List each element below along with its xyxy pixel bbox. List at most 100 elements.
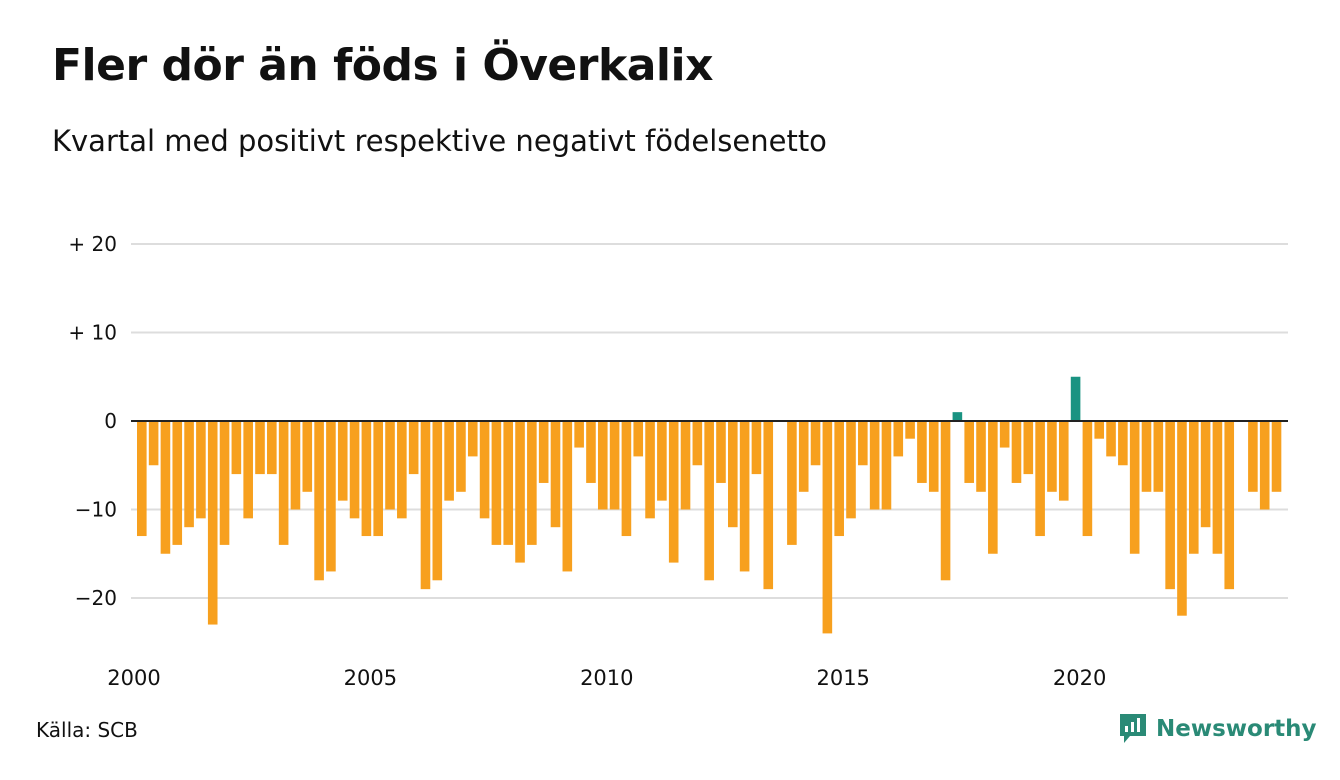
bar-negative bbox=[893, 421, 904, 457]
bar-negative bbox=[1165, 421, 1175, 590]
bar-negative bbox=[869, 421, 880, 510]
bar-negative bbox=[574, 421, 584, 448]
bar-negative bbox=[1188, 421, 1199, 554]
bar-negative bbox=[1023, 421, 1034, 475]
y-tick-label: 0 bbox=[104, 409, 117, 433]
bar-negative bbox=[846, 421, 856, 519]
bar-positive bbox=[952, 412, 963, 421]
bar-negative bbox=[716, 421, 726, 483]
bar-negative bbox=[550, 421, 561, 528]
bar-negative bbox=[1224, 421, 1235, 590]
bar-negative bbox=[1011, 421, 1022, 483]
bar-negative bbox=[964, 421, 974, 483]
bar-negative bbox=[657, 421, 667, 501]
bar-negative bbox=[858, 421, 868, 466]
bar-negative bbox=[231, 421, 242, 475]
bar-negative bbox=[1248, 421, 1258, 492]
bar-negative bbox=[491, 421, 502, 545]
bar-negative bbox=[751, 421, 762, 475]
bar-negative bbox=[834, 421, 844, 537]
bar-negative bbox=[1035, 421, 1045, 537]
bar-negative bbox=[704, 421, 714, 581]
bar-negative bbox=[562, 421, 573, 572]
bar-negative bbox=[243, 421, 253, 519]
x-tick-label: 2020 bbox=[1053, 666, 1106, 690]
chart-title: Fler dör än föds i Överkalix bbox=[52, 40, 713, 91]
bar-negative bbox=[597, 421, 608, 510]
bar-negative bbox=[645, 421, 655, 519]
newsworthy-logo: Newsworthy bbox=[1118, 712, 1317, 746]
x-tick-label: 2005 bbox=[344, 666, 397, 690]
bar-negative bbox=[467, 421, 478, 457]
bar-negative bbox=[503, 421, 514, 545]
bar-negative bbox=[361, 421, 372, 537]
bar-negative bbox=[373, 421, 383, 537]
bar-negative bbox=[999, 421, 1010, 448]
bar-negative bbox=[1153, 421, 1164, 492]
bar-negative bbox=[739, 421, 750, 572]
bar-negative bbox=[349, 421, 360, 519]
bar-negative bbox=[798, 421, 809, 492]
bar-negative bbox=[881, 421, 892, 510]
bar-negative bbox=[621, 421, 632, 537]
bar-negative bbox=[267, 421, 277, 475]
bar-negative bbox=[538, 421, 549, 483]
bar-negative bbox=[1118, 421, 1128, 466]
bar-negative bbox=[207, 421, 218, 625]
bar-negative bbox=[408, 421, 419, 475]
bar-negative bbox=[196, 421, 206, 519]
bar-negative bbox=[290, 421, 301, 510]
bar-negative bbox=[633, 421, 644, 457]
bar-negative bbox=[1106, 421, 1116, 457]
bar-negative bbox=[905, 421, 915, 439]
bar-negative bbox=[1047, 421, 1057, 492]
bar-negative bbox=[728, 421, 738, 528]
bar-negative bbox=[928, 421, 939, 492]
bar-negative bbox=[137, 421, 147, 537]
bar-negative bbox=[326, 421, 336, 572]
bar-negative bbox=[1082, 421, 1093, 537]
x-tick-label: 2010 bbox=[580, 666, 633, 690]
bar-negative bbox=[763, 421, 774, 590]
bar-negative bbox=[420, 421, 431, 590]
bar-negative bbox=[385, 421, 395, 510]
bar-negative bbox=[255, 421, 265, 475]
bar-negative bbox=[444, 421, 454, 501]
bar-negative bbox=[976, 421, 986, 492]
bar-negative bbox=[1058, 421, 1069, 501]
bar-negative bbox=[337, 421, 348, 501]
bar-negative bbox=[515, 421, 525, 563]
bar-negative bbox=[1259, 421, 1270, 510]
bar-negative bbox=[668, 421, 679, 563]
bar-negative bbox=[822, 421, 833, 634]
bar-negative bbox=[479, 421, 490, 519]
newsworthy-logo-icon bbox=[1120, 714, 1146, 743]
x-tick-label: 2015 bbox=[816, 666, 869, 690]
bar-negative bbox=[184, 421, 194, 528]
bar-negative bbox=[680, 421, 691, 510]
bar-negative bbox=[160, 421, 171, 554]
bar-negative bbox=[609, 421, 620, 510]
source-label: Källa: SCB bbox=[36, 718, 138, 742]
bar-negative bbox=[397, 421, 407, 519]
bar-negative bbox=[1094, 421, 1105, 439]
y-axis-labels: + 20 + 10 0 −10 −20 bbox=[68, 232, 117, 610]
bar-negative bbox=[940, 421, 951, 581]
bar-negative bbox=[1177, 421, 1187, 616]
chart-subtitle: Kvartal med positivt respektive negativt… bbox=[52, 124, 827, 158]
bar-negative bbox=[1271, 421, 1282, 492]
bar-negative bbox=[314, 421, 324, 581]
bar-negative bbox=[432, 421, 443, 581]
y-tick-label: + 20 bbox=[68, 232, 117, 256]
newsworthy-logo-text: Newsworthy bbox=[1156, 716, 1317, 742]
bar-negative bbox=[586, 421, 596, 483]
bar-negative bbox=[527, 421, 537, 545]
bar-negative bbox=[456, 421, 466, 492]
y-tick-label: −10 bbox=[75, 498, 117, 522]
bar-negative bbox=[302, 421, 313, 492]
bar-negative bbox=[278, 421, 289, 545]
x-tick-label: 2000 bbox=[107, 666, 160, 690]
bar-positive bbox=[1070, 376, 1081, 421]
bar-negative bbox=[172, 421, 183, 545]
